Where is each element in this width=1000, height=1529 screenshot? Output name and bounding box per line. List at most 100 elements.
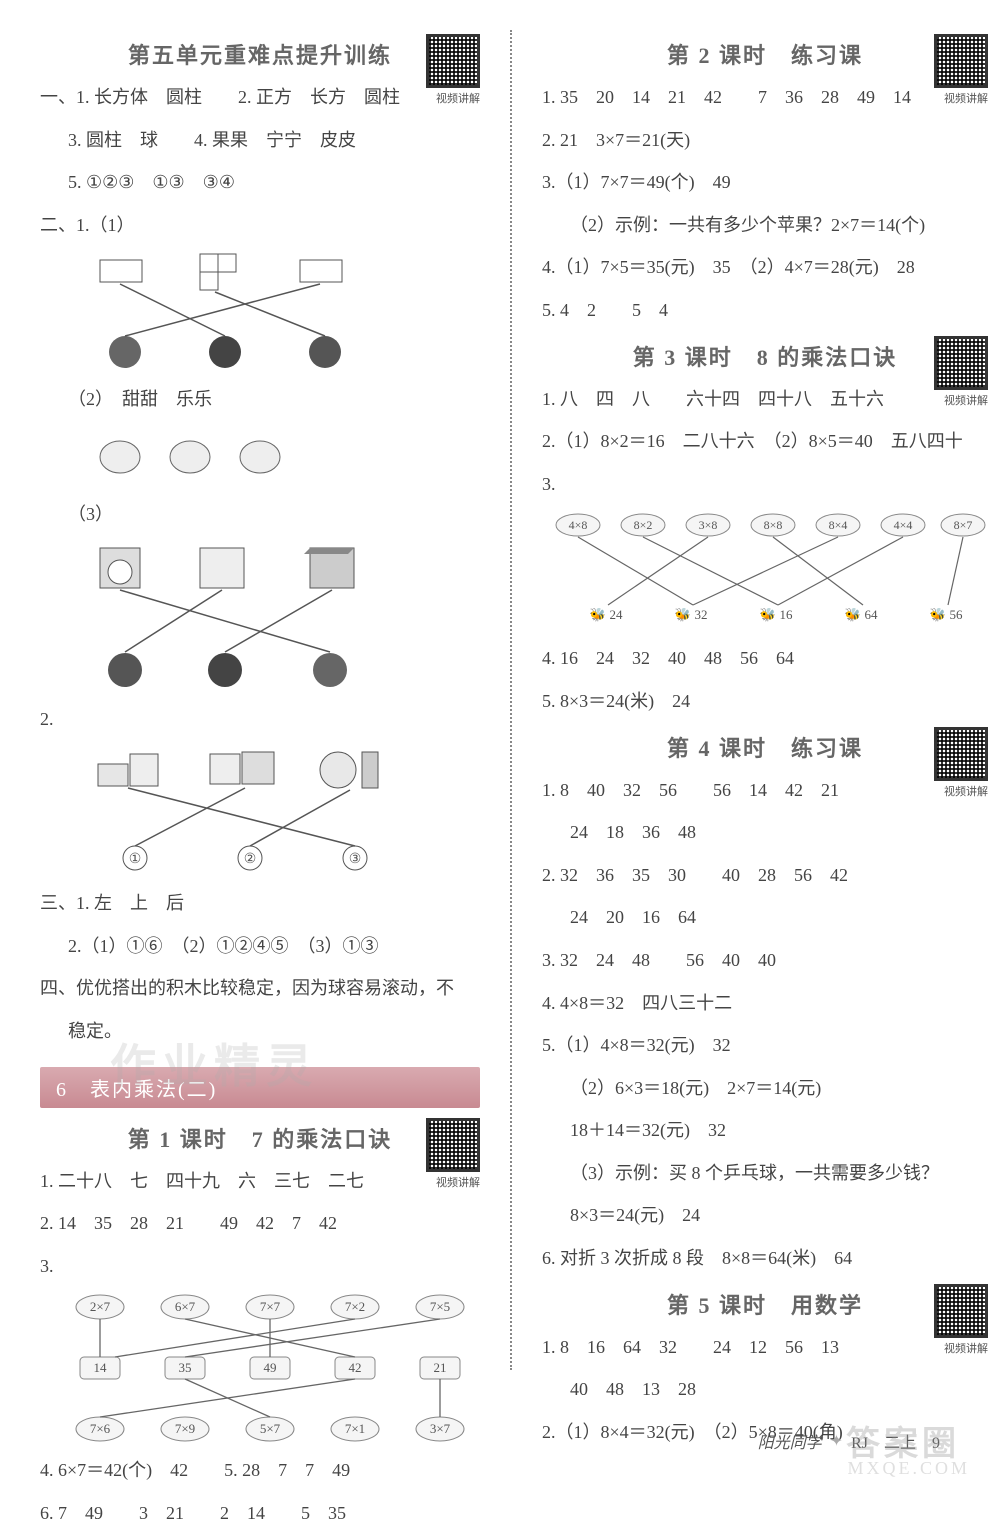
svg-text:56: 56 [950, 607, 964, 622]
svg-text:3×7: 3×7 [430, 1421, 451, 1436]
text-line: 二、1.（1） [40, 210, 480, 241]
lesson3-diagram: 4×8 8×2 3×8 8×8 8×4 4×4 8×7 🐝24 🐝32 🐝16 … [548, 511, 988, 631]
qr-label: 视频讲解 [436, 90, 480, 106]
text-line: 6. 对折 3 次折成 8 段 8×8＝64(米) 64 [542, 1243, 988, 1274]
svg-text:🐝: 🐝 [590, 607, 606, 622]
svg-text:②: ② [244, 852, 257, 867]
svg-text:7×9: 7×9 [175, 1421, 195, 1436]
svg-text:7×7: 7×7 [260, 1299, 281, 1314]
svg-text:8×7: 8×7 [954, 518, 973, 532]
text-line: 1. 8 16 64 32 24 12 56 13 [542, 1332, 988, 1363]
text-line: 2.（1）8×2＝16 二八十六 （2）8×5＝40 五八四十 [542, 426, 988, 457]
qr-label: 视频讲解 [944, 783, 988, 799]
svg-text:🐝: 🐝 [845, 607, 861, 622]
text-line: 3. 32 24 48 56 40 40 [542, 945, 988, 976]
unit5-title: 第五单元重难点提升训练 [128, 38, 392, 70]
svg-text:🐝: 🐝 [930, 607, 946, 622]
matching-diagram-1 [80, 252, 480, 372]
svg-text:2×7: 2×7 [90, 1299, 111, 1314]
text-line: （2）6×3＝18(元) 2×7＝14(元) [542, 1073, 988, 1104]
lesson2-header: 第 2 课时 练习课 视频讲解 [542, 38, 988, 70]
svg-text:21: 21 [434, 1360, 447, 1375]
text-line: 5. 4 2 5 4 [542, 295, 988, 326]
text-line: 8×3＝24(元) 24 [542, 1200, 988, 1231]
lesson4-header: 第 4 课时 练习课 视频讲解 [542, 731, 988, 763]
text-line: 一、1. 长方体 圆柱 2. 正方 长方 圆柱 [40, 82, 480, 113]
qr-icon [934, 1284, 988, 1338]
svg-text:16: 16 [780, 607, 794, 622]
text-line: （2） 甜甜 乐乐 [40, 384, 480, 415]
text-line: （3）示例：买 8 个乒乓球，一共需要多少钱？ [542, 1158, 988, 1189]
qr-icon [934, 336, 988, 390]
matching-diagram-2 [80, 427, 480, 487]
text-line: 1. 二十八 七 四十九 六 三七 二七 [40, 1166, 480, 1197]
svg-text:24: 24 [610, 607, 624, 622]
text-line: 4. 4×8＝32 四八三十二 [542, 988, 988, 1019]
column-divider [510, 30, 512, 1370]
svg-text:🐝: 🐝 [760, 607, 776, 622]
lesson1-title: 第 1 课时 7 的乘法口诀 [128, 1122, 393, 1154]
text-line: 1. 八 四 八 六十四 四十八 五十六 [542, 384, 988, 415]
right-column: 第 2 课时 练习课 视频讲解 1. 35 20 14 21 42 7 36 2… [532, 30, 988, 1441]
lesson4-title: 第 4 课时 练习课 [667, 731, 863, 763]
svg-text:7×5: 7×5 [430, 1299, 450, 1314]
qr-label: 视频讲解 [944, 90, 988, 106]
text-line: 稳定。 [40, 1016, 480, 1047]
text-line: 3. 圆柱 球 4. 果果 宁宁 皮皮 [40, 125, 480, 156]
text-line: 3. [40, 1251, 480, 1282]
text-line: 4.（1）7×5＝35(元) 35 （2）4×7＝28(元) 28 [542, 252, 988, 283]
qr-label: 视频讲解 [944, 392, 988, 408]
svg-text:32: 32 [695, 607, 708, 622]
footer-watermark-2: MXQE.COM [847, 1458, 970, 1479]
text-line: 5.（1）4×8＝32(元) 32 [542, 1030, 988, 1061]
text-line: 1. 8 40 32 56 56 14 42 21 [542, 775, 988, 806]
text-line: 四、优优搭出的积木比较稳定，因为球容易滚动，不 [40, 973, 480, 1004]
svg-text:🐝: 🐝 [675, 607, 691, 622]
svg-text:①: ① [129, 852, 142, 867]
svg-text:7×2: 7×2 [345, 1299, 365, 1314]
qr-label: 视频讲解 [944, 1340, 988, 1356]
lesson1-header: 第 1 课时 7 的乘法口诀 视频讲解 [40, 1122, 480, 1154]
svg-text:4×4: 4×4 [894, 518, 913, 532]
svg-text:6×7: 6×7 [175, 1299, 196, 1314]
text-line: 2. 14 35 28 21 49 42 7 42 [40, 1208, 480, 1239]
matching-diagram-4: ① ② ③ [80, 746, 480, 876]
text-line: 18＋14＝32(元) 32 [542, 1115, 988, 1146]
svg-text:35: 35 [179, 1360, 192, 1375]
chapter6-tab: 6 表内乘法(二) [40, 1067, 480, 1108]
svg-text:42: 42 [349, 1360, 362, 1375]
text-line: 24 20 16 64 [542, 902, 988, 933]
svg-text:8×2: 8×2 [634, 518, 653, 532]
svg-text:4×8: 4×8 [569, 518, 588, 532]
svg-text:14: 14 [94, 1360, 108, 1375]
lesson2-title: 第 2 课时 练习课 [667, 38, 863, 70]
svg-text:3×8: 3×8 [699, 518, 718, 532]
svg-text:49: 49 [264, 1360, 277, 1375]
text-line: 5. 8×3＝24(米) 24 [542, 686, 988, 717]
lesson1-diagram: 2×7 6×7 7×7 7×2 7×5 14 35 [60, 1293, 480, 1443]
qr-label: 视频讲解 [436, 1174, 480, 1190]
text-line: 2.（1）①⑥ （2）①②④⑤ （3）①③ [40, 931, 480, 962]
left-column: 第五单元重难点提升训练 视频讲解 一、1. 长方体 圆柱 2. 正方 长方 圆柱… [40, 30, 490, 1441]
qr-icon [934, 727, 988, 781]
svg-text:8×8: 8×8 [764, 518, 783, 532]
text-line: 24 18 36 48 [542, 817, 988, 848]
text-line: 2. 32 36 35 30 40 28 56 42 [542, 860, 988, 891]
text-line: 4. 16 24 32 40 48 56 64 [542, 643, 988, 674]
text-line: 3.（1）7×7＝49(个) 49 [542, 167, 988, 198]
svg-text:7×1: 7×1 [345, 1421, 365, 1436]
matching-diagram-3 [80, 542, 480, 692]
svg-text:7×6: 7×6 [90, 1421, 111, 1436]
footer-brand: 阳光同学 [758, 1429, 822, 1453]
text-line: 三、1. 左 上 后 [40, 888, 480, 919]
lesson5-title: 第 5 课时 用数学 [667, 1288, 863, 1320]
lesson3-title: 第 3 课时 8 的乘法口诀 [633, 340, 898, 372]
svg-text:8×4: 8×4 [829, 518, 848, 532]
svg-text:5×7: 5×7 [260, 1421, 281, 1436]
lesson5-header: 第 5 课时 用数学 视频讲解 [542, 1288, 988, 1320]
svg-text:64: 64 [865, 607, 879, 622]
page-container: 第五单元重难点提升训练 视频讲解 一、1. 长方体 圆柱 2. 正方 长方 圆柱… [40, 30, 960, 1441]
text-line: 2. 21 3×7＝21(天) [542, 125, 988, 156]
text-line: 40 48 13 28 [542, 1374, 988, 1405]
text-line: 1. 35 20 14 21 42 7 36 28 49 14 [542, 82, 988, 113]
